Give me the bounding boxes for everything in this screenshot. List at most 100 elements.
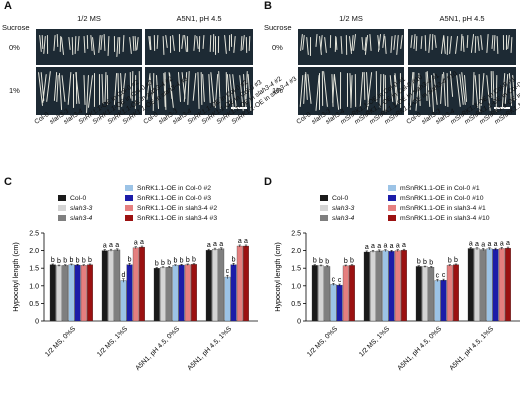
bar	[474, 248, 480, 322]
seedling	[53, 34, 57, 51]
significance-letter: b	[51, 257, 55, 264]
bar	[74, 264, 81, 322]
seedling	[462, 35, 466, 53]
legend-label: SnRK1.1-OE in slah3-4 #3	[137, 215, 218, 222]
seedling	[335, 36, 338, 51]
bar	[68, 264, 75, 322]
seedling	[347, 72, 349, 107]
significance-letter: a	[396, 243, 400, 250]
seedling	[339, 72, 341, 110]
category-label: 1/2 MS, 1%S	[96, 325, 129, 358]
significance-letter: b	[69, 257, 73, 264]
bar	[394, 250, 401, 322]
significance-letter: b	[417, 259, 421, 266]
bar	[492, 249, 499, 322]
seedling	[353, 34, 357, 52]
bar	[218, 248, 225, 322]
bar	[212, 249, 218, 322]
seedling	[67, 71, 72, 105]
legend-item: slah3-4	[58, 214, 92, 224]
bar	[330, 284, 337, 322]
panel-a-sucrose-label: Sucrose	[2, 23, 30, 32]
significance-letter: b	[161, 260, 165, 267]
y-axis-label: Hypocotyl length (cm)	[273, 242, 282, 312]
seedling	[345, 34, 348, 55]
seedling	[75, 35, 77, 54]
seedling	[169, 35, 171, 53]
seedling	[333, 73, 340, 110]
legend-swatch	[388, 185, 396, 191]
bar	[453, 264, 459, 322]
panel-label-a: A	[4, 0, 12, 12]
significance-letter: a	[213, 241, 217, 248]
seedling	[320, 34, 323, 50]
seedling	[187, 71, 190, 105]
seedling	[107, 36, 110, 56]
seedling-plate-b-2	[408, 29, 516, 65]
significance-letter: b	[454, 257, 458, 264]
seedling	[122, 35, 125, 53]
significance-letter: c	[332, 276, 336, 283]
seedling	[101, 73, 104, 104]
bar	[191, 264, 197, 322]
legend-item: SnRK1.1-OE in slah3-4 #3	[125, 214, 217, 224]
y-tick-label: 1.5	[291, 266, 301, 273]
bar	[205, 250, 212, 322]
significance-letter: a	[500, 240, 504, 247]
bar	[446, 265, 453, 322]
y-tick-label: 2.5	[291, 231, 301, 238]
seedling	[57, 34, 59, 48]
panel-b-col-header-1: 1/2 MS	[339, 14, 363, 23]
y-tick-label: 0	[35, 319, 39, 326]
bar	[415, 266, 422, 322]
seedling	[153, 34, 156, 51]
seedling	[410, 35, 413, 49]
seedling	[93, 73, 95, 108]
seedling	[136, 36, 140, 50]
y-tick-label: 0.5	[29, 301, 39, 308]
bar	[108, 250, 114, 322]
bar	[178, 264, 185, 322]
seedling-plate-a-1	[36, 29, 142, 65]
legend-swatch	[388, 195, 396, 201]
bar	[498, 248, 505, 322]
legend-label: slah3-4	[70, 215, 93, 222]
panel-b-row-label-1: 1%	[272, 86, 283, 95]
bar	[382, 250, 389, 322]
bar	[236, 245, 243, 322]
legend-swatch	[125, 205, 133, 211]
bar	[172, 265, 179, 322]
seedling	[486, 34, 490, 54]
seedling	[88, 74, 94, 108]
seedling-plate-b-1	[298, 29, 404, 65]
seedling-plate-b-4	[408, 67, 516, 115]
legend-label: SnRK1.1-OE in slah3-4 #2	[137, 205, 218, 212]
significance-letter: a	[371, 243, 375, 250]
y-tick-label: 2.5	[29, 231, 39, 238]
significance-letter: b	[192, 257, 196, 264]
seedling	[480, 34, 483, 50]
bar	[101, 250, 108, 322]
category-label: 1/2 MS, 1%S	[358, 325, 391, 358]
bar	[388, 251, 395, 322]
legend-label: mSnRK1.1-OE in Col-0 #10	[400, 195, 484, 202]
seedling	[217, 36, 220, 54]
seedling	[455, 36, 459, 55]
seedling	[340, 36, 343, 54]
significance-letter: b	[88, 257, 92, 264]
seedling	[43, 35, 47, 55]
seedling-plate-a-4	[145, 67, 253, 115]
seedling	[172, 35, 175, 51]
significance-letter: a	[377, 243, 381, 250]
legend-label: SnRK1.1-OE in Col-0 #2	[137, 185, 212, 192]
seedling	[199, 35, 201, 53]
seedling	[420, 36, 423, 50]
seedling	[202, 34, 205, 49]
legend-item: SnRK1.1-OE in slah3-4 #2	[125, 204, 217, 214]
seedling	[119, 36, 121, 54]
legend-swatch	[388, 215, 396, 221]
category-label: A5N1, pH 4.5, 1%S	[448, 325, 495, 372]
bar	[132, 247, 139, 322]
bar	[243, 245, 249, 322]
legend-item: mSnRK1.1-OE in Col-0 #1	[388, 184, 480, 194]
